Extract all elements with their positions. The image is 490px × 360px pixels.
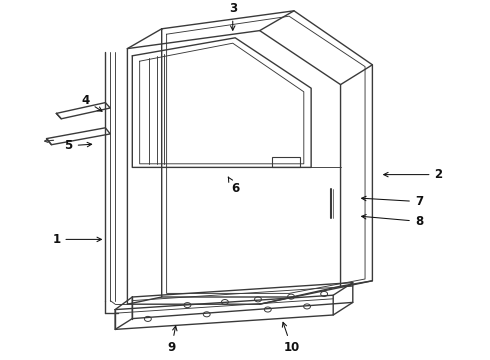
- Text: 10: 10: [282, 322, 300, 354]
- Text: 5: 5: [65, 139, 92, 152]
- Text: 6: 6: [228, 177, 239, 195]
- Text: 1: 1: [52, 233, 101, 246]
- Text: 9: 9: [168, 326, 177, 354]
- FancyBboxPatch shape: [272, 157, 300, 167]
- Text: 7: 7: [362, 195, 423, 208]
- Text: 4: 4: [82, 94, 102, 111]
- Text: 8: 8: [362, 215, 423, 228]
- Text: 2: 2: [384, 168, 442, 181]
- Text: 3: 3: [229, 3, 237, 30]
